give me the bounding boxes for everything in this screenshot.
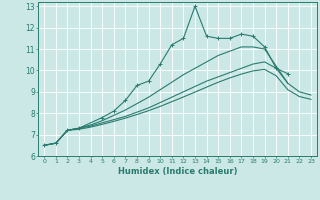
X-axis label: Humidex (Indice chaleur): Humidex (Indice chaleur)	[118, 167, 237, 176]
